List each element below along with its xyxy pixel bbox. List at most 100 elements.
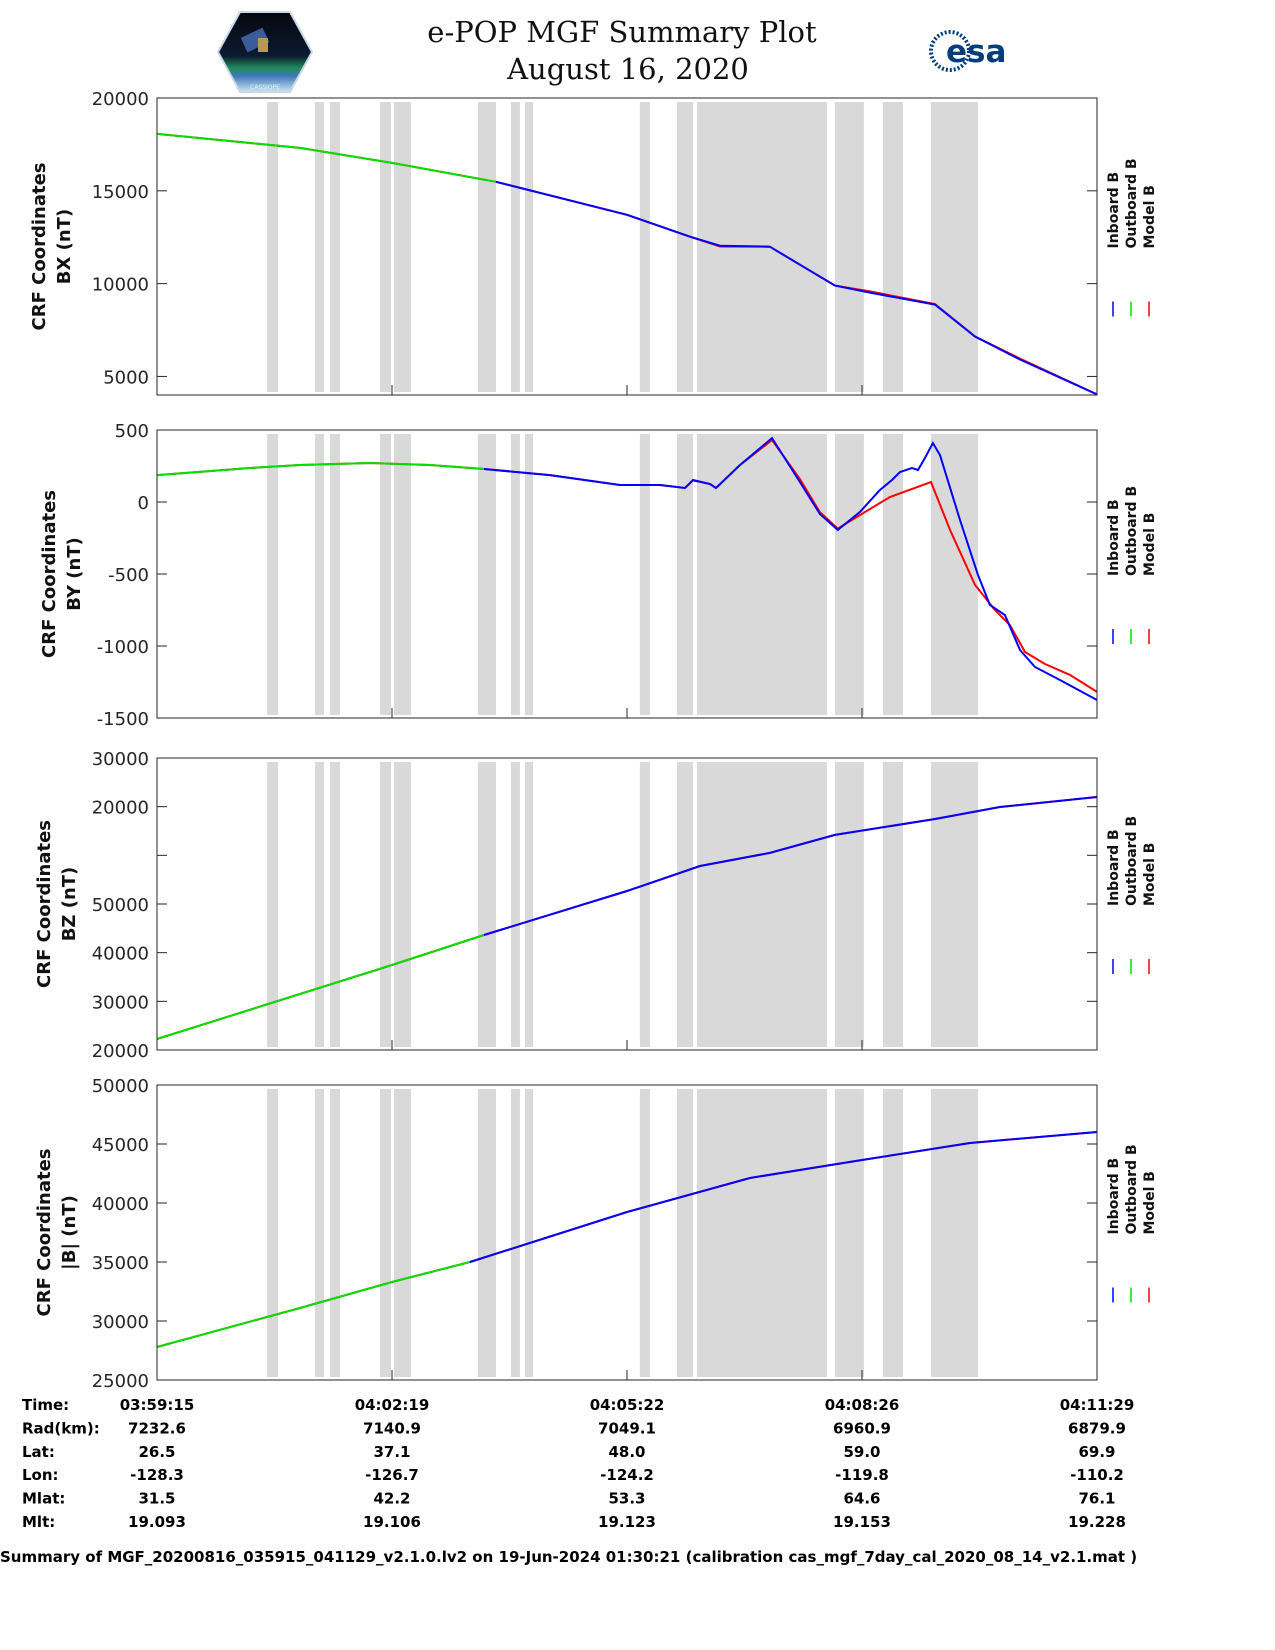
shaded-interval: [267, 434, 279, 715]
ephemeris-row: Time: 03:59:15 04:02:19 04:05:22 04:08:26 04:…: [22, 1396, 1134, 1414]
ephemeris-value: 7232.6: [128, 1419, 186, 1437]
cassiope-logo-text: CASSIOPE: [250, 84, 280, 91]
series-inboard-b: [495, 180, 1098, 396]
ephemeris-value: 6960.9: [833, 1419, 891, 1437]
shaded-interval: [882, 102, 903, 392]
y-tick-label: 20000: [92, 89, 149, 110]
ephemeris-label: Time:: [22, 1396, 69, 1414]
legend-label: Model B: [1142, 185, 1158, 248]
ephemeris-value: 53.3: [608, 1490, 645, 1508]
y-tick-label: 45000: [92, 1135, 149, 1156]
ephemeris-value: 04:11:29: [1060, 1396, 1135, 1414]
shaded-interval: [524, 434, 533, 715]
ephemeris-row: Lat: 26.5 37.1 48.0 59.0 69.9: [22, 1443, 1116, 1461]
legend-label: Model B: [1142, 843, 1158, 906]
y-axis-label: CRF Coordinates: [29, 163, 50, 331]
ephemeris-value: 19.106: [363, 1513, 421, 1531]
shaded-interval: [696, 762, 827, 1047]
shaded-interval: [931, 762, 979, 1047]
y-tick-label: 40000: [92, 1194, 149, 1215]
ephemeris-row: Lon: -128.3 -126.7 -124.2 -119.8 -110.2: [22, 1466, 1124, 1484]
shaded-interval: [834, 1089, 864, 1377]
ephemeris-value: 04:08:26: [825, 1396, 900, 1414]
ephemeris-label: Mlat:: [22, 1490, 65, 1508]
y-tick-label: 25000: [92, 1371, 149, 1392]
legend-label: Outboard B: [1124, 486, 1140, 576]
ephemeris-value: 19.123: [598, 1513, 656, 1531]
shaded-interval: [379, 762, 391, 1047]
y-tick-label: 20000: [92, 1041, 149, 1062]
shaded-interval: [931, 102, 979, 392]
ephemeris-label: Lat:: [22, 1443, 55, 1461]
legend: Inboard B Outboard B Model B: [1106, 816, 1158, 974]
ephemeris-value: 59.0: [843, 1443, 880, 1461]
series-outboard-b: [156, 1261, 471, 1348]
legend: Inboard B Outboard B Model B: [1106, 158, 1158, 317]
shaded-interval: [315, 102, 324, 392]
y-tick-label: 10000: [92, 275, 149, 296]
legend: Inboard B Outboard B Model B: [1106, 486, 1158, 644]
ephemeris-label: Rad(km):: [22, 1419, 100, 1437]
ephemeris-value: 76.1: [1078, 1490, 1115, 1508]
y-axis-label-units: BY (nT): [64, 537, 85, 611]
ephemeris-row: Rad(km): 7232.6 7140.9 7049.1 6960.9 6879.9: [22, 1419, 1126, 1437]
shaded-interval: [379, 102, 391, 392]
ephemeris-value: 42.2: [373, 1490, 410, 1508]
shaded-interval: [524, 102, 533, 392]
ephemeris-value: 26.5: [138, 1443, 175, 1461]
legend-label: Inboard B: [1106, 499, 1122, 576]
ephemeris-value: -128.3: [130, 1466, 184, 1484]
series-outboard-b: [156, 132, 497, 183]
legend-label: Inboard B: [1106, 829, 1122, 906]
ephemeris-value: 19.228: [1068, 1513, 1126, 1531]
series-inboard-b: [469, 1131, 1098, 1263]
shaded-interval: [394, 102, 411, 392]
panel-2: -1500 -1000 -500 0 500 CRF Coordinates BY (nT)…: [39, 421, 1158, 730]
ephemeris-value: -124.2: [600, 1466, 654, 1484]
shaded-interval: [394, 1089, 411, 1377]
shaded-interval: [267, 1089, 279, 1377]
ephemeris-value: 64.6: [843, 1490, 880, 1508]
shaded-interval: [931, 1089, 979, 1377]
shaded-interval: [510, 102, 520, 392]
y-tick-label: 40000: [92, 944, 149, 965]
shaded-interval: [379, 1089, 391, 1377]
y-tick-label: -1000: [97, 637, 149, 658]
ephemeris-value: 37.1: [373, 1443, 410, 1461]
y-tick-label: -1500: [97, 709, 149, 730]
y-tick-label: -500: [108, 565, 149, 586]
y-tick-label: 30000: [92, 1312, 149, 1333]
series-outboard-b: [156, 934, 485, 1040]
panel-3: 20000 30000 40000 50000 20000 30000 CRF Coordi…: [34, 749, 1158, 1062]
esa-logo: esa: [929, 30, 1006, 72]
series-inboard-b: [483, 796, 1098, 936]
panel-4: 25000 30000 35000 40000 45000 50000 CRF Coordi…: [34, 1076, 1158, 1392]
shaded-interval: [676, 434, 693, 715]
shaded-interval: [639, 102, 650, 392]
legend-label: Model B: [1142, 513, 1158, 576]
ephemeris-value: -110.2: [1070, 1466, 1124, 1484]
ephemeris-value: 19.093: [128, 1513, 186, 1531]
shaded-interval: [477, 434, 496, 715]
legend-label: Outboard B: [1124, 816, 1140, 906]
ephemeris-row: Mlt: 19.093 19.106 19.123 19.153 19.228: [22, 1513, 1126, 1531]
ephemeris-value: 7140.9: [363, 1419, 421, 1437]
shaded-interval: [510, 762, 520, 1047]
shaded-interval: [330, 102, 341, 392]
shaded-interval: [696, 1089, 827, 1377]
legend: Inboard B Outboard B Model B: [1106, 1144, 1158, 1303]
cassiope-logo: CASSIOPE: [216, 11, 314, 93]
shaded-interval: [834, 762, 864, 1047]
y-tick-label: 20000: [92, 798, 149, 819]
shaded-interval: [882, 1089, 903, 1377]
panel-1: 5000 10000 15000 20000 CRF Coordinates BX (nT…: [29, 89, 1158, 396]
shaded-interval: [315, 434, 324, 715]
y-tick-label: 50000: [92, 895, 149, 916]
shaded-interval: [882, 762, 903, 1047]
shaded-interval: [676, 762, 693, 1047]
shaded-interval: [315, 762, 324, 1047]
shaded-interval: [477, 102, 496, 392]
shaded-interval: [477, 1089, 496, 1377]
y-axis-label-units: BZ (nT): [59, 867, 80, 942]
plot-title: e-POP MGF Summary Plot: [427, 15, 817, 49]
